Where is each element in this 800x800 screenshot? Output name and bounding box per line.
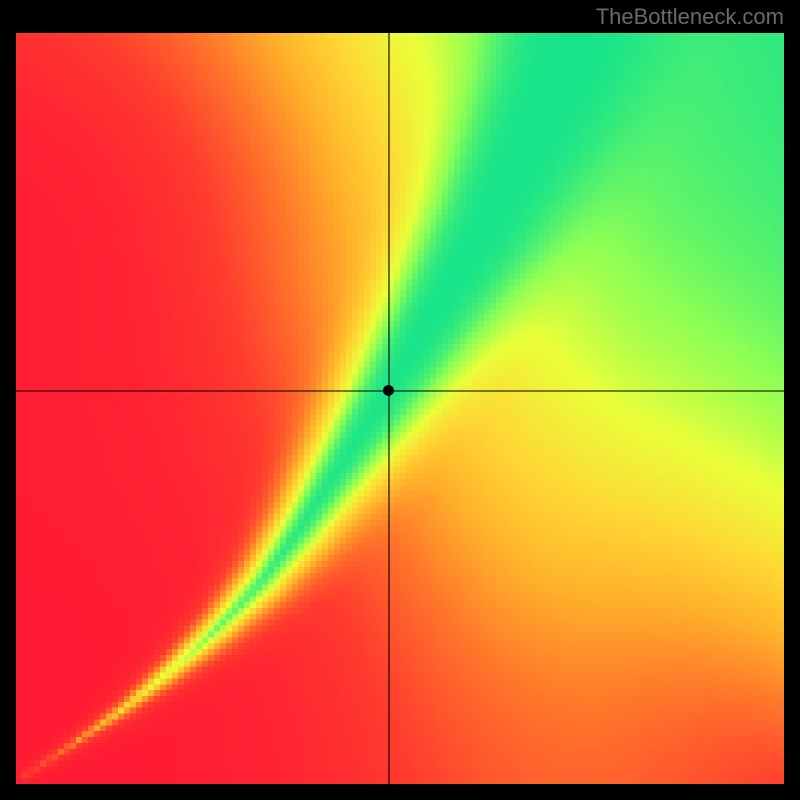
crosshair-overlay	[16, 33, 784, 784]
chart-frame: TheBottleneck.com	[0, 0, 800, 800]
watermark-text: TheBottleneck.com	[596, 4, 784, 30]
